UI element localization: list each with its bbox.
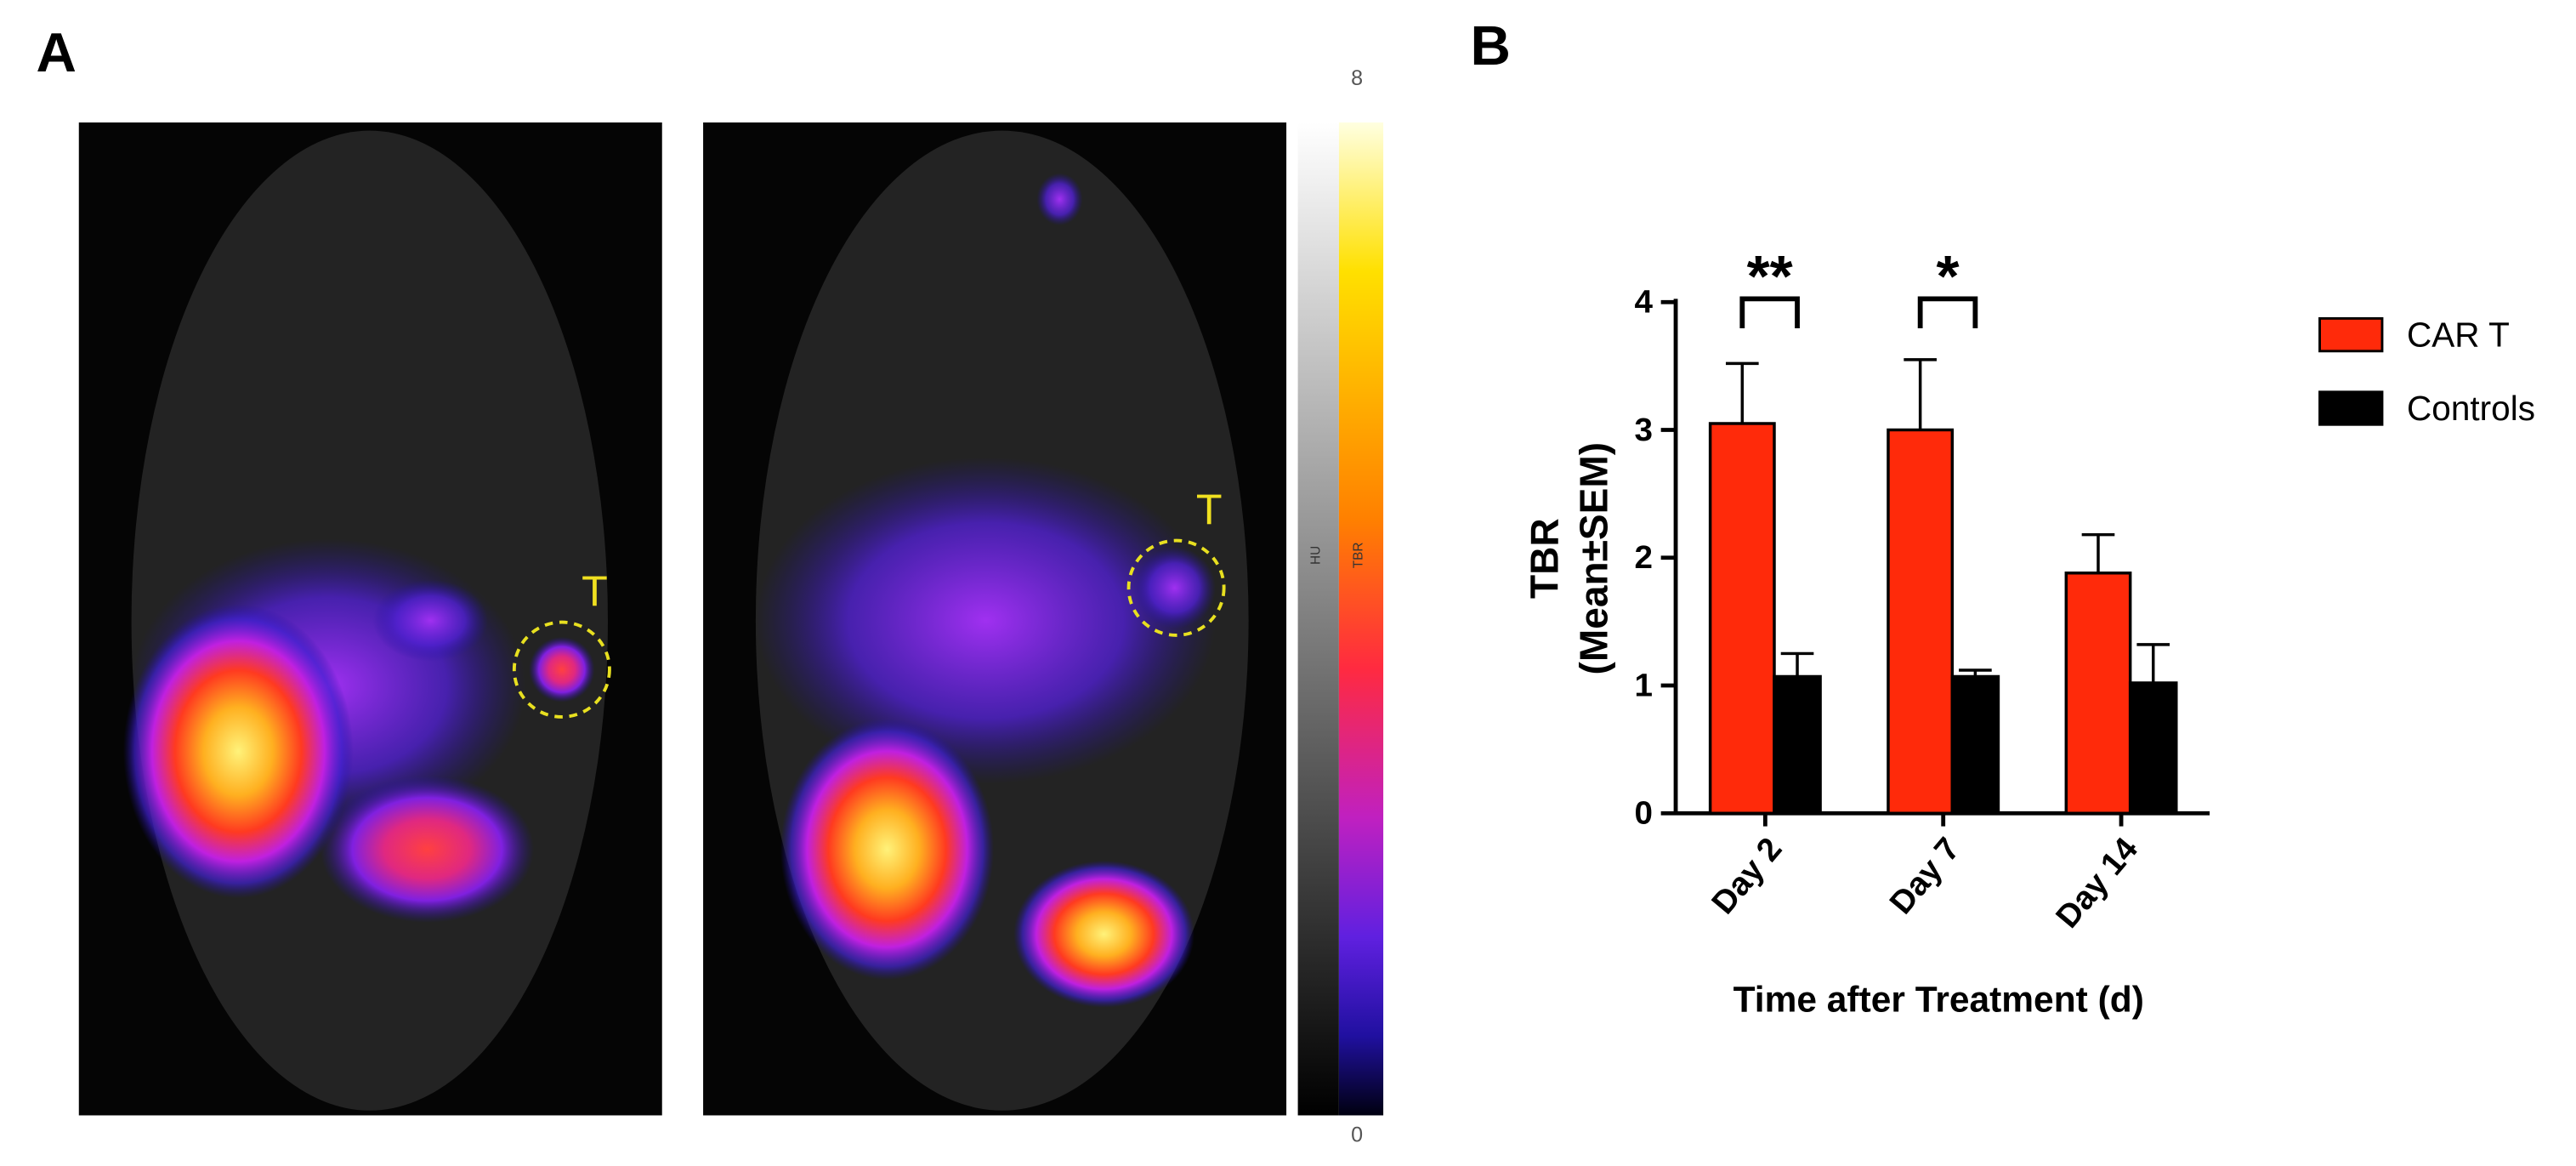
bar bbox=[1887, 428, 1955, 815]
x-tick-label: Day 7 bbox=[1883, 831, 1967, 921]
y-tick-label: 0 bbox=[1635, 795, 1653, 832]
legend-swatch bbox=[2318, 390, 2384, 426]
colorbar bbox=[1297, 122, 1384, 1116]
colorbar-min: 0 bbox=[1351, 1123, 1363, 1147]
y-tick-label: 4 bbox=[1635, 284, 1654, 321]
significance-bracket bbox=[1739, 296, 1800, 328]
y-tick-label: 2 bbox=[1635, 539, 1653, 576]
bar bbox=[1773, 674, 1822, 815]
y-tick-label: 3 bbox=[1635, 412, 1653, 448]
bar bbox=[1708, 422, 1776, 815]
legend-label: CAR T bbox=[2407, 316, 2510, 355]
significance-label: ** bbox=[1747, 243, 1793, 310]
bar bbox=[2128, 681, 2178, 815]
bar bbox=[1950, 674, 2000, 815]
significance-label: * bbox=[1936, 243, 1959, 310]
y-axis-label: (Mean±SEM) bbox=[1571, 442, 1615, 675]
y-tick-label: 1 bbox=[1635, 668, 1653, 704]
pet-ct-image bbox=[78, 122, 662, 1116]
tumor-label: T bbox=[1196, 486, 1223, 533]
legend-swatch bbox=[2318, 316, 2384, 353]
legend-label: Controls bbox=[2407, 389, 2535, 428]
x-tick-label: Day 2 bbox=[1705, 831, 1789, 921]
panel-label: A bbox=[37, 21, 77, 83]
colorbar-label: TBR bbox=[1352, 542, 1366, 568]
panel-label: B bbox=[1470, 14, 1510, 77]
y-axis-label: TBR bbox=[1522, 518, 1566, 599]
x-axis-label: Time after Treatment (d) bbox=[1733, 980, 2144, 1020]
colorbar-label: HU bbox=[1308, 546, 1323, 565]
pet-ct-image bbox=[703, 122, 1287, 1116]
bar bbox=[2064, 572, 2132, 815]
x-tick-label: Day 14 bbox=[2049, 831, 2146, 936]
colorbar-max: 8 bbox=[1351, 66, 1363, 90]
significance-bracket bbox=[1917, 296, 1978, 328]
tumor-label: T bbox=[582, 567, 608, 615]
